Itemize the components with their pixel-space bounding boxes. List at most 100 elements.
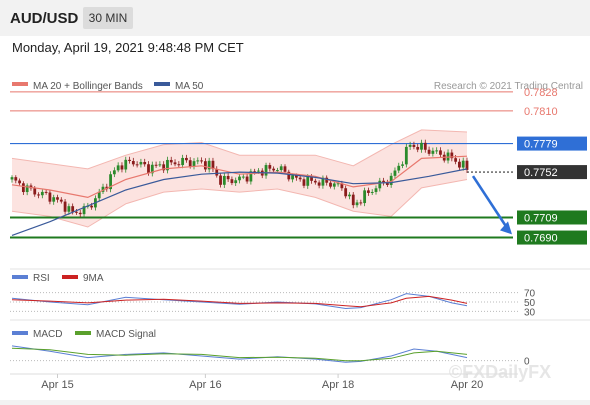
level-badge-0.7752 (517, 165, 587, 180)
timeframe-badge[interactable]: 30 MIN (83, 7, 133, 29)
candle-body (21, 183, 25, 193)
ma50-line (11, 168, 468, 236)
level-label-0.7828: 0.7828 (524, 87, 558, 99)
candle-body (408, 144, 412, 147)
ma20-legend-label: MA 20 + Bollinger Bands (33, 81, 143, 92)
candle-body (154, 164, 158, 166)
moving-averages (11, 155, 468, 236)
level-lines (10, 91, 513, 239)
macd-legend-swatch (12, 331, 28, 335)
rsi-level-label: 30 (524, 307, 536, 318)
candle-body (135, 164, 139, 166)
symbol-title: AUD/USD (10, 10, 79, 27)
candle-body (272, 168, 276, 171)
candle-body (363, 190, 367, 204)
macd-level-label: 0 (524, 357, 530, 368)
candle-body (90, 205, 94, 208)
candle-body (382, 180, 385, 183)
bollinger-upper-line (11, 129, 468, 170)
candle-body (131, 161, 135, 165)
candle-body (219, 175, 222, 185)
macd-signal-legend-label: MACD Signal (96, 329, 156, 340)
candle-body (450, 152, 454, 159)
candle-body (143, 162, 147, 165)
candle-body (431, 150, 435, 154)
macd-signal-line (11, 347, 468, 362)
candle-body (177, 164, 181, 166)
candle-body (367, 190, 370, 193)
candle-body (321, 177, 325, 186)
candle-body (412, 144, 416, 147)
candle-body (291, 175, 294, 180)
candle-body (14, 177, 18, 181)
candle-body (310, 176, 313, 181)
candle-body (71, 206, 75, 212)
level-badge-0.7779 (517, 136, 587, 151)
rsi-legend-label: RSI (33, 273, 50, 284)
x-tick-label: Apr 18 (322, 379, 354, 391)
candle-body (374, 188, 378, 192)
candle-body (56, 197, 59, 200)
ma20-legend-swatch (12, 82, 28, 86)
credit-label: Research © 2021 Trading Central (434, 81, 583, 92)
candle-body (40, 191, 44, 196)
candle-body (351, 194, 355, 206)
rsi-level-label: 70 (524, 289, 536, 300)
candle-body (329, 182, 332, 187)
level-badge-0.7690 (517, 230, 587, 245)
candle-body (420, 142, 423, 150)
candle-body (82, 206, 86, 215)
rsi-level-label: 50 (524, 298, 536, 309)
forecast-arrow (471, 175, 512, 235)
candle-body (241, 176, 245, 178)
candle-body (185, 157, 188, 161)
candle-body (78, 212, 82, 215)
candle-body (461, 160, 465, 168)
candle-body (196, 160, 200, 162)
candle-body (109, 174, 112, 190)
candle-body (25, 185, 29, 193)
level-label-0.7709: 0.7709 (524, 212, 558, 224)
candle-body (245, 176, 249, 182)
candle-body (423, 142, 427, 150)
candle-body (389, 175, 393, 185)
level-badge-0.7709 (517, 210, 587, 225)
candle-body (465, 160, 469, 170)
rsi-ma-line (11, 295, 468, 308)
candle-body (67, 206, 71, 212)
candle-body (169, 159, 173, 163)
candle-body (268, 165, 272, 169)
x-tick-label: Apr 20 (451, 379, 483, 391)
bollinger-lower-line (11, 179, 468, 228)
rsi-ma-legend-label: 9MA (83, 273, 104, 284)
candle-body (279, 166, 283, 171)
candles (10, 139, 469, 218)
candle-body (385, 182, 389, 185)
candle-body (253, 171, 257, 173)
candle-body (404, 146, 408, 165)
candle-body (298, 177, 302, 180)
candle-body (124, 159, 128, 170)
candle-body (370, 191, 374, 193)
candle-body (147, 164, 150, 174)
candle-body (294, 175, 298, 178)
ma20-line (11, 155, 468, 199)
candle-body (48, 192, 52, 202)
candle-body (397, 165, 401, 171)
candle-body (458, 161, 461, 168)
candle-body (234, 180, 238, 184)
candle-body (63, 201, 67, 212)
candle-body (120, 165, 124, 170)
candle-body (344, 188, 348, 197)
level-label-0.7690: 0.7690 (524, 233, 558, 245)
candle-body (10, 177, 14, 180)
candle-body (378, 180, 382, 189)
candle-body (257, 170, 260, 172)
candle-body (18, 180, 21, 184)
candle-body (75, 211, 78, 213)
candle-body (203, 161, 207, 170)
candle-body (336, 183, 340, 185)
candle-body (317, 182, 321, 186)
candle-body (283, 166, 287, 172)
